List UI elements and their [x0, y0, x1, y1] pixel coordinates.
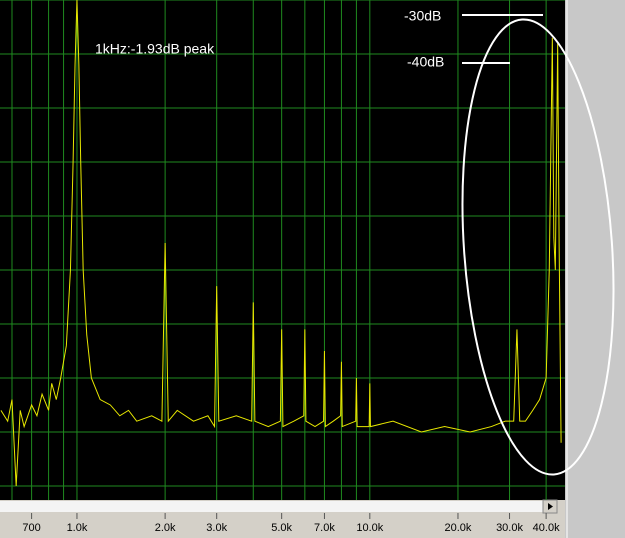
annotation: -40dB — [407, 54, 444, 70]
x-tick-label: 7.0k — [314, 522, 335, 534]
x-tick-label: 20.0k — [445, 522, 472, 534]
highlight-ellipse — [461, 18, 615, 476]
x-tick-label: 40.0k — [533, 522, 560, 534]
x-tick-label: 3.0k — [206, 522, 227, 534]
x-tick-label: 5.0k — [271, 522, 292, 534]
x-tick-label: 30.0k — [496, 522, 523, 534]
annotation: -30dB — [404, 8, 441, 24]
scroll-arrow — [548, 503, 553, 510]
side-panel — [565, 0, 625, 538]
scrollbar[interactable] — [0, 501, 543, 512]
spectrum-line — [0, 0, 562, 486]
annotation: 1kHz:-1.93dB peak — [95, 41, 215, 57]
x-tick-label: 10.0k — [356, 522, 383, 534]
x-tick-label: 700 — [22, 522, 40, 534]
x-tick-label: 1.0k — [67, 522, 88, 534]
x-tick-label: 2.0k — [155, 522, 176, 534]
